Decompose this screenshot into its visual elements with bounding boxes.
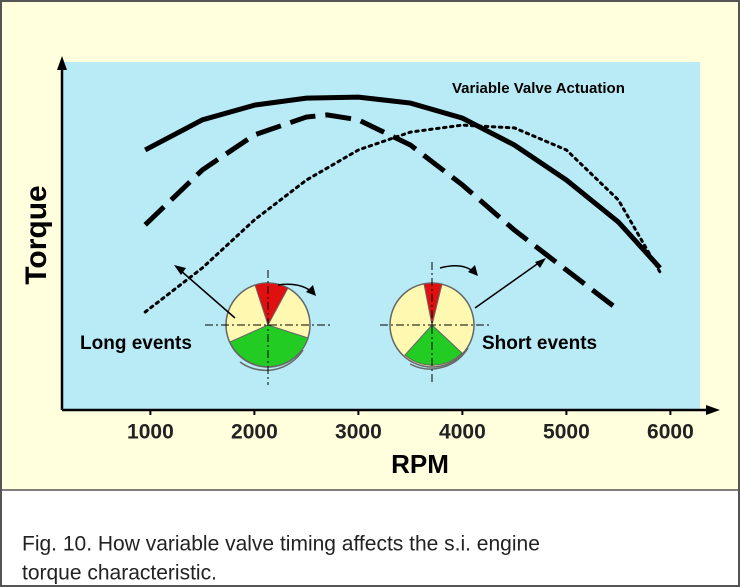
x-tick-label: 6000	[647, 421, 694, 444]
valve-long	[205, 270, 330, 385]
annotation: Variable Valve Actuation	[452, 80, 625, 97]
pointer-long-head	[174, 265, 186, 275]
valve-short	[380, 262, 490, 385]
x-arrow	[706, 405, 720, 415]
y-axis-label: Torque	[20, 185, 53, 284]
series-line	[143, 123, 662, 314]
series-line	[144, 94, 662, 270]
x-tick-label: 2000	[231, 421, 278, 444]
caption-box	[2, 490, 738, 585]
x-tick-label: 5000	[543, 421, 590, 444]
annotation: Short events	[482, 333, 597, 354]
caption: torque characteristic.	[22, 562, 217, 585]
caption: Fig. 10. How variable valve timing affec…	[22, 533, 540, 556]
series-line	[143, 112, 620, 312]
pointer-short	[474, 261, 541, 309]
x-tick-label: 1000	[127, 421, 174, 444]
x-axis-label: RPM	[391, 449, 449, 479]
pointer-short-head	[535, 258, 546, 268]
x-tick-label: 4000	[439, 421, 486, 444]
x-tick-label: 3000	[335, 421, 382, 444]
plot-area	[62, 62, 700, 410]
annotation: Long events	[80, 333, 192, 354]
y-arrow	[57, 56, 67, 70]
